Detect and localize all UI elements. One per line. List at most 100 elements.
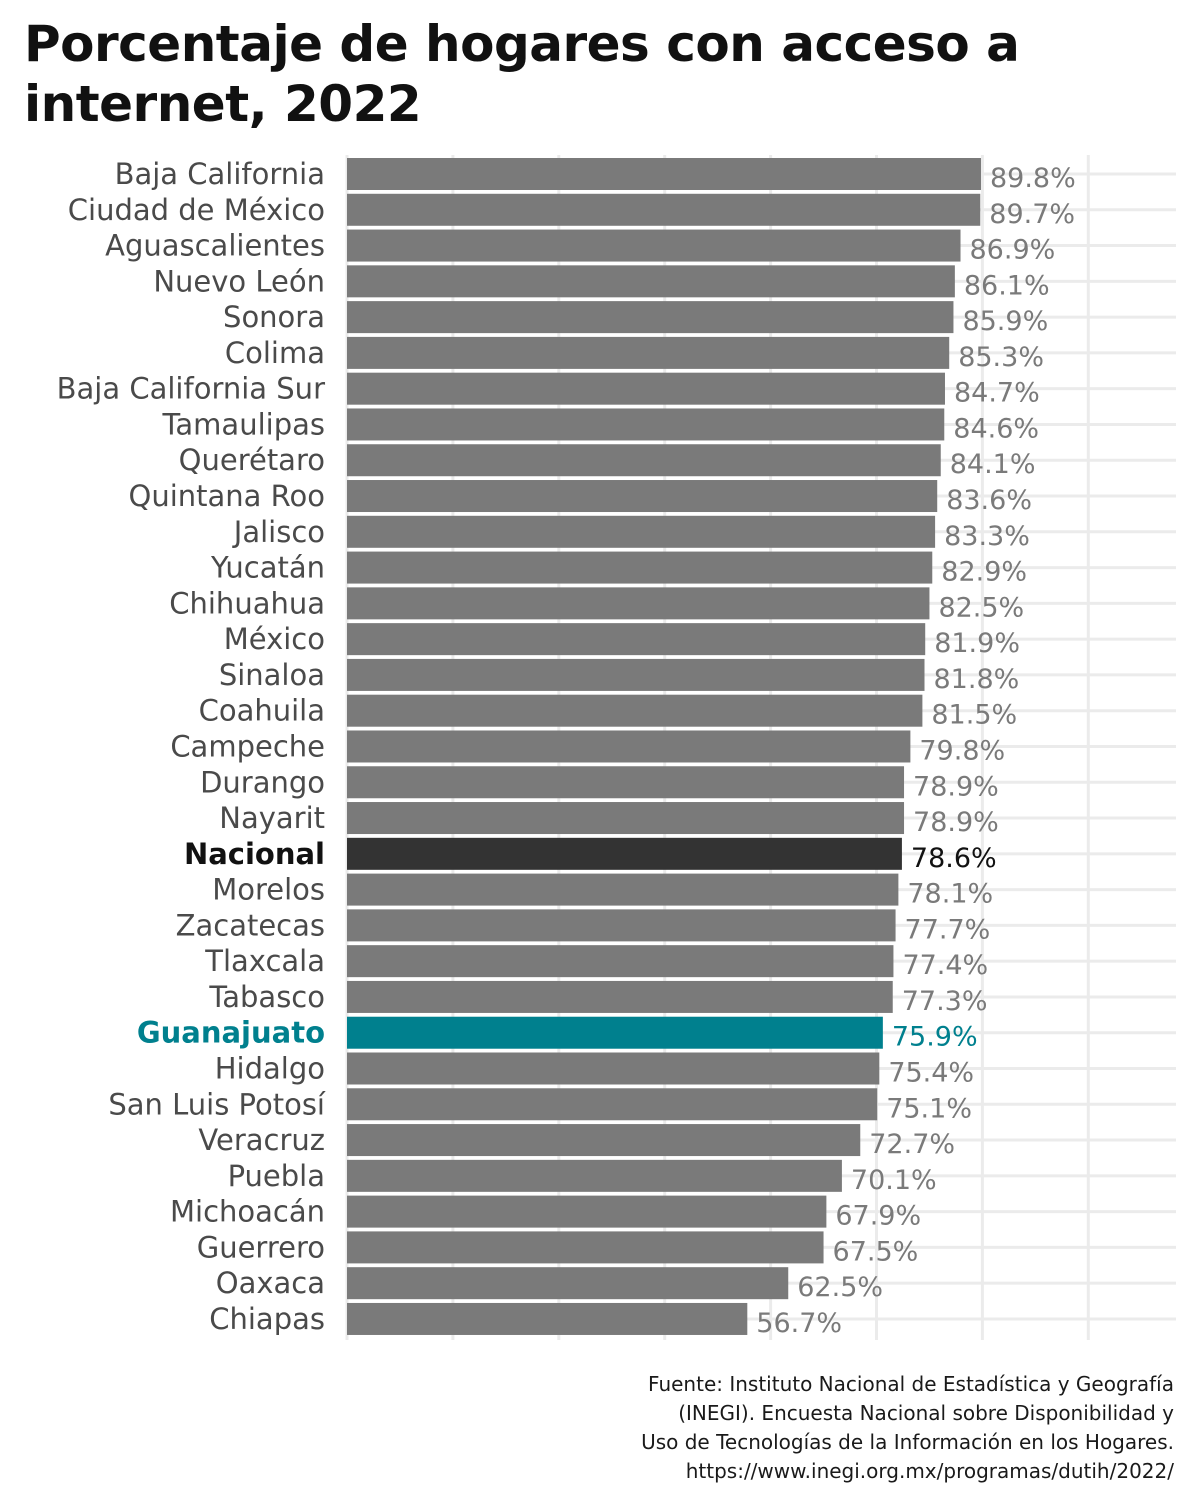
value-label: 72.7% (869, 1129, 955, 1160)
category-label: Nacional (184, 837, 325, 871)
category-label: Guanajuato (137, 1016, 325, 1050)
bar (347, 1088, 878, 1121)
category-label: Baja California (115, 157, 325, 191)
bar (347, 1231, 824, 1264)
category-label: Chiapas (209, 1302, 325, 1336)
bar (347, 945, 894, 978)
value-label: 81.9% (934, 628, 1020, 659)
value-label: 89.8% (990, 163, 1076, 194)
value-label: 77.4% (902, 950, 988, 981)
value-label: 67.5% (833, 1236, 919, 1267)
bar (347, 515, 936, 548)
bar (347, 1159, 842, 1192)
value-label: 82.9% (941, 557, 1027, 588)
value-label: 85.9% (962, 306, 1048, 337)
bar (347, 229, 961, 262)
bar (347, 766, 905, 799)
bar (347, 1267, 789, 1300)
source-line-4: https://www.inegi.org.mx/programas/dutih… (685, 1459, 1174, 1483)
chart-title: Porcentaje de hogares con acceso a inter… (24, 15, 1020, 133)
value-label: 84.7% (954, 378, 1040, 409)
bar (347, 694, 923, 727)
value-label: 62.5% (797, 1272, 883, 1303)
bar (347, 658, 925, 691)
bar (347, 444, 941, 477)
source-note: Fuente: Instituto Nacional de Estadístic… (474, 1370, 1174, 1486)
bar (347, 158, 981, 190)
category-label: Nuevo León (153, 264, 325, 298)
value-label: 75.1% (886, 1093, 972, 1124)
bar (347, 1124, 861, 1157)
bar (347, 623, 926, 656)
bar (347, 802, 905, 835)
source-line-1: Fuente: Instituto Nacional de Estadístic… (648, 1372, 1174, 1396)
value-label: 83.3% (944, 521, 1030, 552)
value-label: 83.6% (946, 485, 1032, 516)
category-label: Tabasco (208, 980, 325, 1014)
source-line-3: Uso de Tecnologías de la Información en … (641, 1430, 1174, 1454)
value-label: 70.1% (851, 1165, 937, 1196)
bar (347, 1016, 883, 1049)
category-label: Quintana Roo (129, 479, 326, 513)
category-label: Aguascalientes (105, 229, 325, 263)
category-label: Jalisco (232, 515, 325, 549)
value-label: 79.8% (919, 735, 1005, 766)
category-label: Oaxaca (216, 1266, 325, 1300)
bar (347, 837, 902, 870)
bar (347, 980, 893, 1013)
value-labels: 89.8% 89.7% 86.9% 86.1% 85.9% 85.3% 84.7% 84.6%… (756, 163, 1075, 1339)
category-label: Durango (200, 765, 325, 799)
value-label: 75.9% (892, 1022, 978, 1053)
value-label: 78.1% (907, 879, 993, 910)
bar (347, 301, 954, 334)
value-label: 56.7% (756, 1308, 842, 1339)
bar (347, 1052, 880, 1085)
category-label: Morelos (212, 873, 325, 907)
bar (347, 587, 930, 620)
value-label: 86.9% (970, 235, 1056, 266)
category-label: Colima (225, 336, 325, 370)
category-label: Hidalgo (215, 1052, 325, 1086)
value-label: 89.7% (989, 199, 1075, 230)
category-label: Querétaro (179, 443, 325, 477)
category-label: Sonora (223, 300, 325, 334)
value-label: 84.6% (953, 413, 1039, 444)
value-label: 78.9% (913, 771, 999, 802)
category-label: Sinaloa (219, 658, 325, 692)
value-label: 82.5% (938, 592, 1024, 623)
category-label: México (224, 622, 325, 656)
category-label: San Luis Potosí (108, 1087, 326, 1121)
category-label: Yucatán (210, 551, 325, 585)
bar (347, 265, 955, 298)
category-label: Puebla (228, 1159, 325, 1193)
bar (347, 1195, 827, 1228)
category-label: Ciudad de México (68, 193, 325, 227)
source-line-2: (INEGI). Encuesta Nacional sobre Disponi… (678, 1401, 1174, 1425)
category-label: Coahuila (199, 694, 325, 728)
value-label: 81.8% (934, 664, 1020, 695)
category-label: Guerrero (197, 1230, 325, 1264)
value-label: 78.9% (913, 807, 999, 838)
bar (347, 480, 938, 513)
category-label: Nayarit (219, 801, 325, 835)
bar (347, 1302, 748, 1335)
bar (347, 873, 899, 906)
value-label: 85.3% (958, 342, 1044, 373)
value-label: 77.7% (905, 914, 991, 945)
value-label: 67.9% (835, 1201, 921, 1232)
category-label: Veracruz (198, 1123, 325, 1157)
category-label: Campeche (170, 729, 325, 763)
category-label: Zacatecas (176, 908, 325, 942)
category-label: Tlaxcala (204, 944, 325, 978)
bar (347, 408, 945, 441)
bar (347, 193, 981, 226)
bars (347, 158, 981, 1335)
value-label: 77.3% (902, 986, 988, 1017)
value-label: 86.1% (964, 270, 1050, 301)
bar (347, 730, 911, 763)
bar (347, 336, 950, 369)
value-label: 78.6% (911, 843, 997, 874)
category-label: Chihuahua (169, 586, 325, 620)
